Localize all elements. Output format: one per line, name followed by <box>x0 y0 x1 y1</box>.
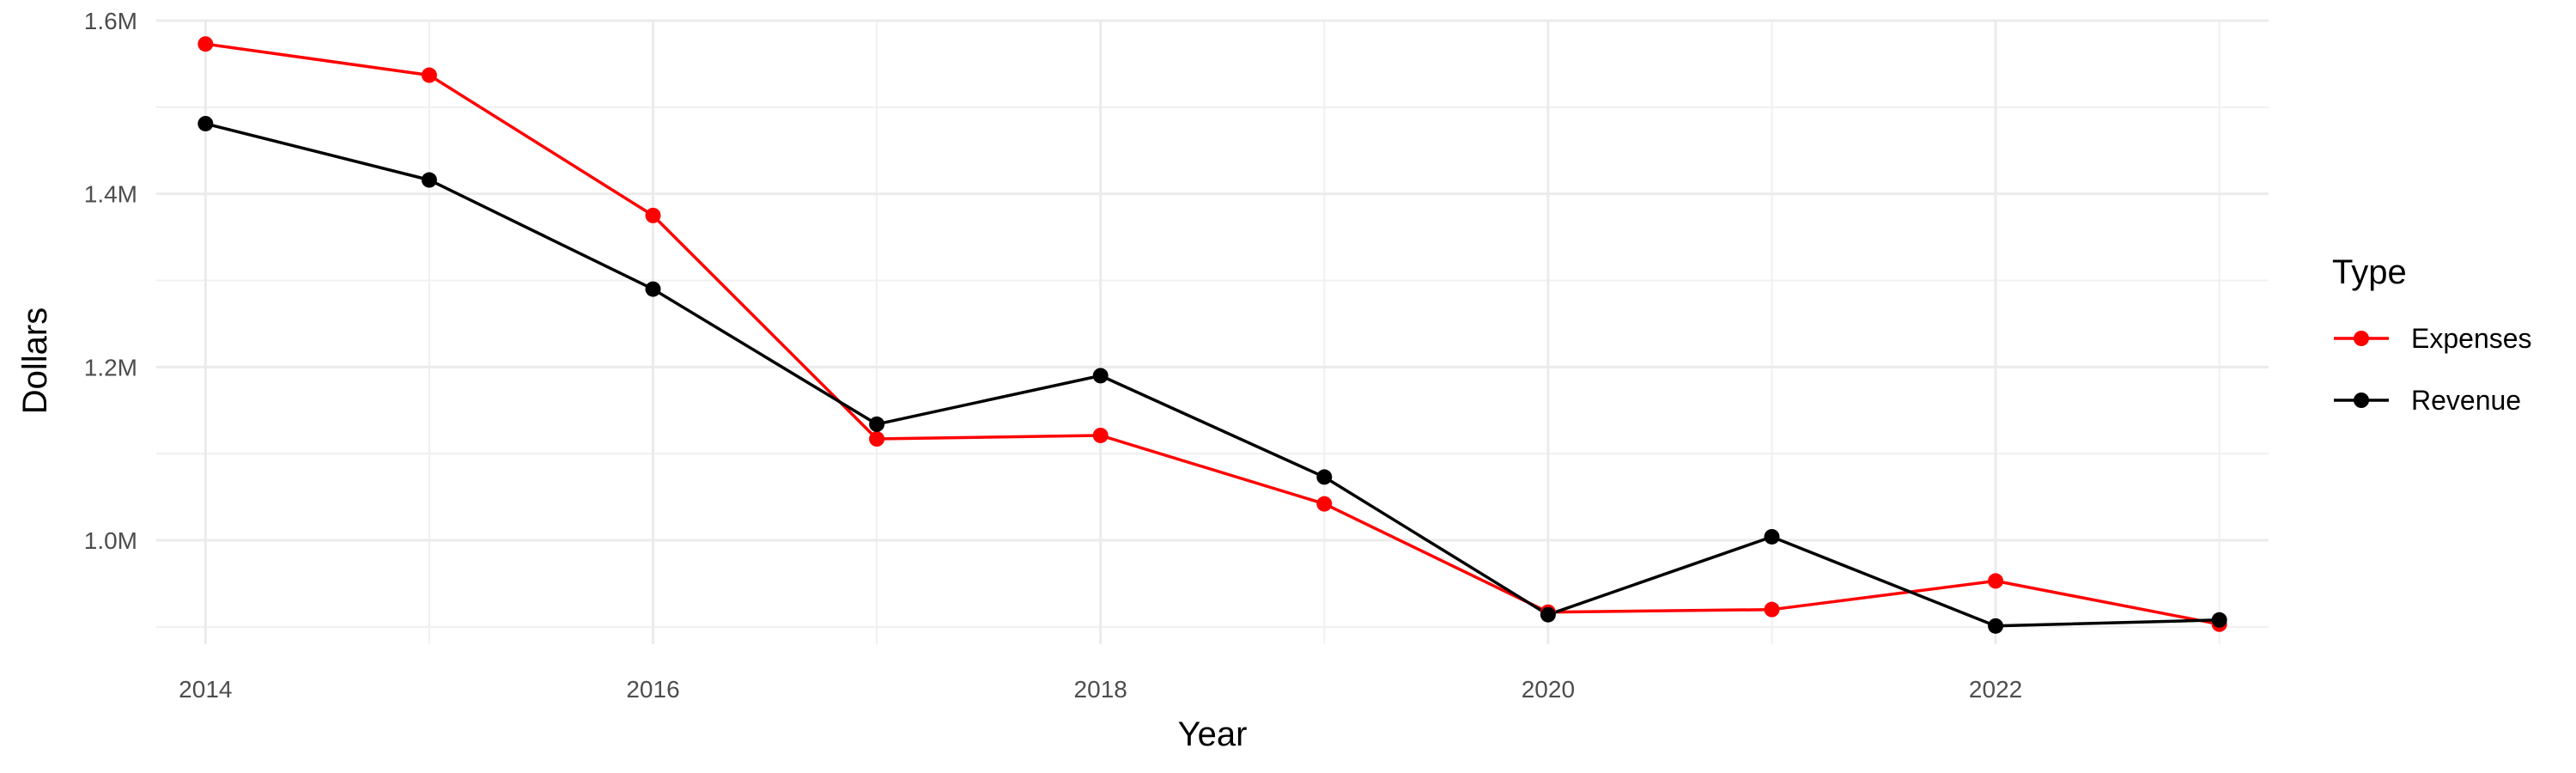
expenses-point <box>869 431 885 447</box>
revenue-point <box>421 172 437 188</box>
revenue-point <box>1764 528 1780 545</box>
expenses-point <box>645 207 661 223</box>
revenue-point <box>1316 469 1333 485</box>
revenue-point <box>197 115 214 131</box>
legend: Type Expenses Revenue <box>2332 253 2532 416</box>
legend-label-expenses: Expenses <box>2411 323 2532 354</box>
expenses-point <box>1764 601 1780 618</box>
expenses-point <box>1316 496 1333 512</box>
tick-labels: 2014 2016 2018 2020 2022 1.0M 1.2M 1.4M 1.6M <box>84 8 2022 703</box>
gridlines <box>156 19 2269 644</box>
y-tick-label: 1.4M <box>84 181 137 208</box>
x-tick-label: 2014 <box>179 676 232 703</box>
y-axis-title: Dollars <box>16 307 54 414</box>
y-tick-label: 1.6M <box>84 8 137 34</box>
revenue-point <box>2211 612 2227 628</box>
y-tick-label: 1.0M <box>84 527 137 554</box>
revenue-point <box>645 281 661 297</box>
expenses-line <box>205 42 2221 626</box>
x-axis-title: Year <box>1178 715 1248 753</box>
data-points <box>197 36 2227 634</box>
x-tick-label: 2016 <box>626 676 679 703</box>
x-tick-label: 2022 <box>1969 676 2022 703</box>
y-tick-label: 1.2M <box>84 354 137 380</box>
revenue-point <box>1540 606 1556 623</box>
revenue-point <box>1988 618 2004 634</box>
x-tick-label: 2018 <box>1074 676 1127 703</box>
expenses-point <box>1092 427 1109 443</box>
revenue-point <box>869 416 885 432</box>
revenue-point <box>1092 368 1109 384</box>
legend-key-expenses-point <box>2354 331 2369 346</box>
expenses-point <box>197 36 214 52</box>
revenue-line <box>204 122 2220 628</box>
expenses-point <box>421 67 437 83</box>
legend-title: Type <box>2332 253 2407 291</box>
series-lines <box>204 42 2221 628</box>
expenses-point <box>1988 573 2004 589</box>
x-tick-label: 2020 <box>1522 676 1575 703</box>
legend-label-revenue: Revenue <box>2411 385 2521 416</box>
legend-key-revenue-point <box>2354 393 2369 408</box>
